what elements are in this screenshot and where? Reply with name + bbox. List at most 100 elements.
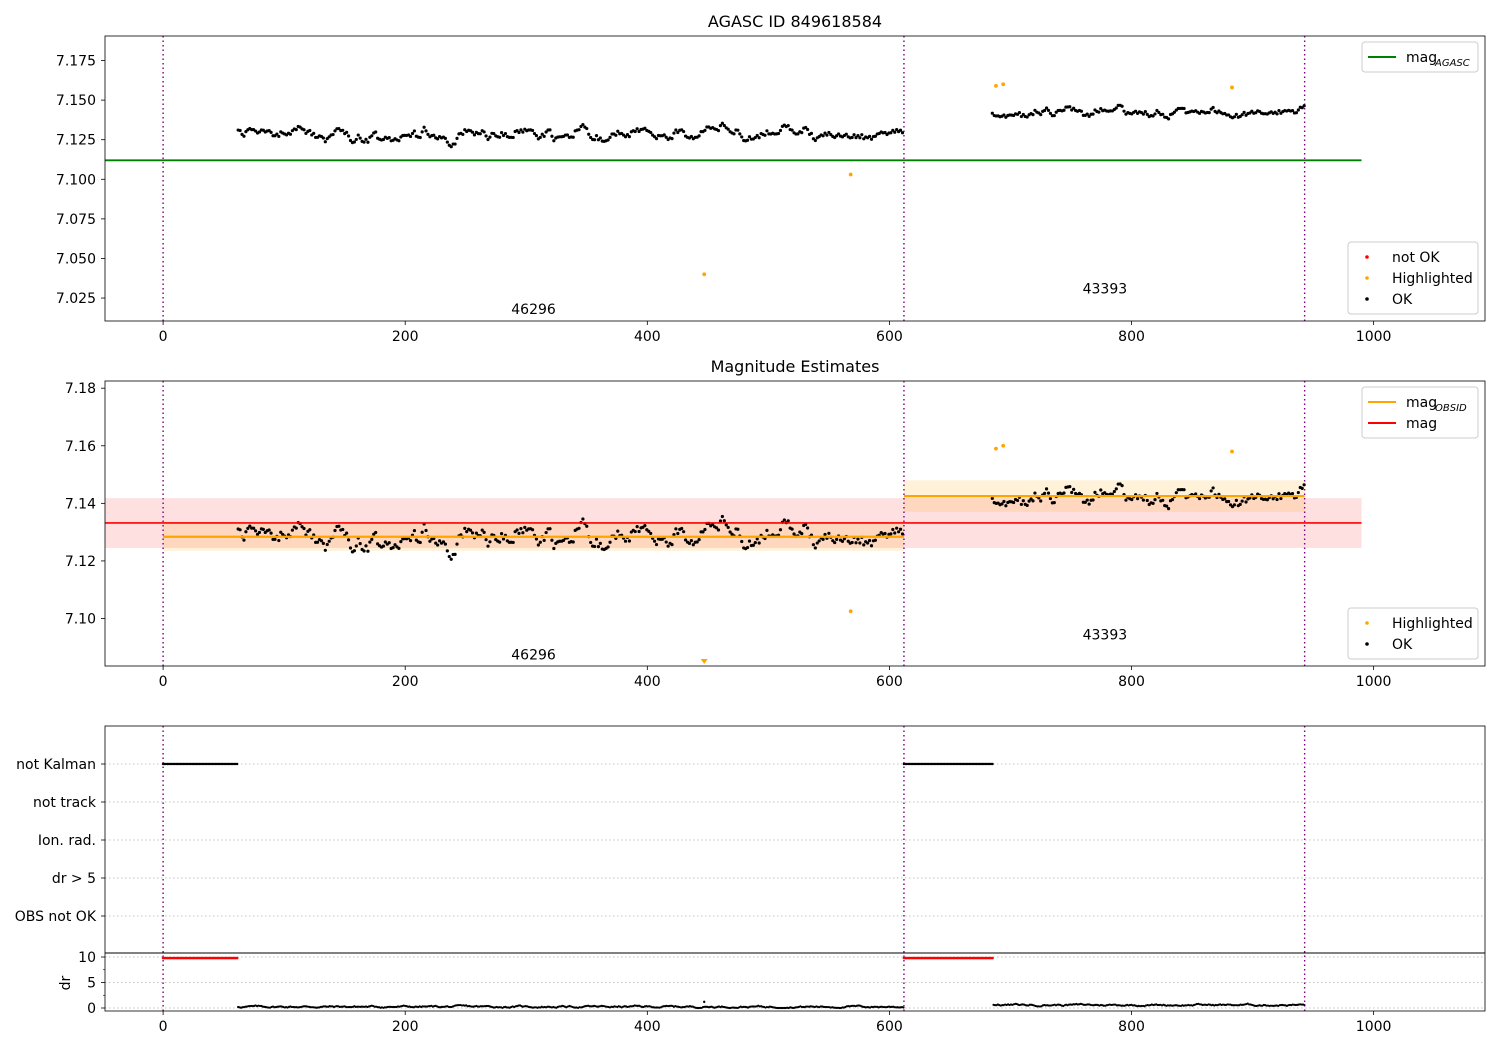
ok-point: [267, 528, 271, 532]
ok-point: [606, 138, 610, 142]
ok-point: [381, 137, 386, 142]
ok-point: [1062, 108, 1066, 112]
ok-point: [800, 532, 804, 536]
ok-point: [453, 552, 457, 557]
ok-point: [397, 546, 401, 551]
ok-point: [238, 528, 242, 532]
ok-point: [1046, 491, 1051, 495]
ok-point: [447, 554, 451, 559]
ok-point: [1207, 111, 1211, 115]
ok-point: [649, 531, 653, 536]
ok-point: [424, 528, 428, 533]
ok-point: [869, 137, 874, 141]
legend-label: Highlighted: [1392, 616, 1473, 632]
ok-point: [1031, 499, 1035, 503]
ok-point: [552, 546, 556, 551]
y-axis: 7.025 7.050 7.075 7.100 7.125 7.150 7.175: [56, 54, 105, 307]
ok-point: [891, 128, 895, 132]
ok-point: [898, 128, 903, 132]
ok-point: [817, 539, 821, 543]
ok-point: [827, 130, 831, 135]
ok-point: [718, 519, 723, 523]
ok-point: [664, 135, 668, 139]
ok-point: [453, 142, 457, 146]
x-tick-label: 600: [876, 674, 903, 690]
ok-point: [889, 532, 893, 536]
ok-point: [321, 541, 325, 545]
highlighted-point: [848, 609, 853, 614]
ok-point: [854, 136, 858, 140]
ok-point: [1033, 491, 1037, 495]
ok-point: [736, 128, 740, 132]
ok-point: [548, 527, 552, 531]
legend-label: mag: [1406, 416, 1437, 432]
ok-point: [470, 531, 475, 535]
ok-point: [1087, 502, 1091, 506]
ok-point: [542, 538, 546, 543]
ok-point: [273, 537, 277, 541]
ok-point: [1265, 498, 1269, 502]
ok-point: [647, 529, 651, 533]
legend-label: OK: [1392, 637, 1413, 653]
highlighted-point: [1230, 449, 1234, 454]
x-tick-label: 0: [159, 1019, 168, 1035]
ok-point: [856, 133, 860, 138]
ok-point: [670, 137, 674, 141]
obsid-label: 46296: [511, 302, 556, 318]
ok-point: [337, 524, 341, 528]
ok-point: [391, 546, 395, 550]
ok-point: [420, 530, 424, 534]
ok-point: [846, 539, 850, 543]
ok-point: [308, 528, 312, 532]
ok-point: [387, 541, 391, 545]
ok-point: [445, 549, 449, 553]
ok-point: [352, 549, 356, 553]
ok-point: [581, 517, 585, 521]
ok-point: [900, 131, 905, 135]
legend-label: not OK: [1392, 250, 1440, 266]
ok-point: [672, 131, 676, 135]
ok-point: [374, 130, 378, 134]
legend-label: OK: [1392, 292, 1413, 308]
ok-point: [1166, 117, 1171, 121]
ok-point: [480, 528, 484, 532]
ok-point: [1072, 106, 1076, 110]
ok-point: [633, 529, 637, 534]
ok-point: [345, 531, 349, 535]
ok-point: [664, 540, 668, 544]
ok-point: [805, 526, 810, 530]
ok-point: [1157, 110, 1161, 115]
x-tick-label: 0: [159, 674, 168, 690]
ok-point: [333, 129, 337, 133]
ok-point: [786, 123, 790, 128]
ok-point: [1017, 110, 1022, 115]
ok-point: [867, 134, 872, 138]
ok-point: [501, 537, 506, 541]
ok-point: [654, 542, 659, 547]
ok-point: [337, 126, 341, 131]
ok-point: [827, 531, 831, 535]
legend-point-swatch: [1365, 642, 1369, 646]
ok-point: [598, 541, 602, 545]
ok-point: [484, 134, 488, 138]
ok-point: [627, 539, 632, 543]
x-tick-label: 600: [876, 329, 903, 345]
ok-point: [544, 530, 548, 535]
ok-point: [530, 528, 535, 532]
ok-point: [1234, 498, 1238, 502]
ok-point: [426, 132, 430, 136]
y-tick-label: 7.16: [65, 439, 96, 455]
dr-point: [1303, 1003, 1306, 1007]
ok-point: [354, 137, 358, 142]
dr-clipped-segment: [902, 956, 994, 960]
ok-point: [726, 127, 730, 131]
ok-point: [1085, 498, 1089, 502]
ok-point: [370, 134, 374, 138]
x-tick-label: 0: [159, 329, 168, 345]
flag-row-label: Ion. rad.: [38, 833, 96, 849]
ok-point: [561, 538, 566, 543]
flag-row-label: OBS not OK: [15, 909, 97, 925]
ok-point: [1165, 504, 1169, 508]
ok-point: [352, 140, 356, 144]
ok-point: [883, 531, 887, 536]
